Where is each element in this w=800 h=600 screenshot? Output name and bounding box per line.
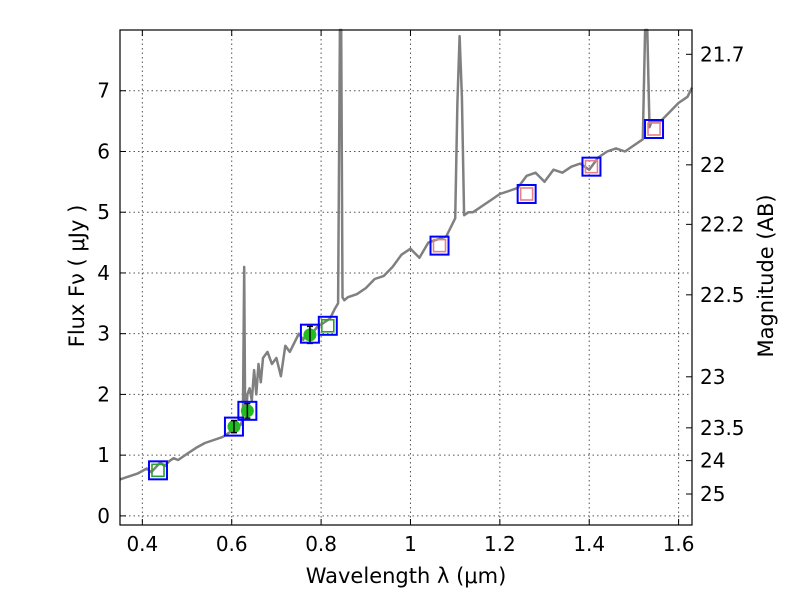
upper-limit-marker bbox=[647, 122, 661, 136]
x-axis: 0.4 0.6 0.8 1 1.2 1.4 1.6 bbox=[126, 30, 695, 556]
model-box-marker bbox=[223, 416, 244, 437]
y-tick-label: 1 bbox=[97, 443, 110, 467]
model-box-marker bbox=[429, 235, 450, 256]
spectrum-line bbox=[119, 28, 694, 481]
right-tick-label: 25 bbox=[700, 482, 725, 506]
right-tick-label: 21.7 bbox=[700, 42, 745, 66]
x-tick-label: 1.6 bbox=[663, 532, 695, 556]
y-tick-label: 3 bbox=[97, 322, 110, 346]
model-box-marker bbox=[317, 315, 338, 336]
x-tick-label: 1 bbox=[404, 532, 417, 556]
plot-frame bbox=[119, 29, 693, 526]
model-box-marker bbox=[581, 156, 602, 177]
x-tick-label: 0.4 bbox=[126, 532, 158, 556]
upper-limit-marker bbox=[584, 159, 599, 174]
y-tick-label: 0 bbox=[97, 504, 110, 528]
upper-limit-marker bbox=[320, 318, 335, 333]
x-tick-label: 0.8 bbox=[305, 532, 337, 556]
grid bbox=[120, 30, 692, 525]
x-tick-label: 0.6 bbox=[216, 532, 248, 556]
model-box-marker bbox=[516, 183, 537, 204]
right-axis-title: Magnitude (AB) bbox=[754, 194, 778, 357]
x-axis-title: Wavelength λ (μm) bbox=[306, 564, 507, 588]
points-layer bbox=[147, 119, 665, 481]
y-tick-label: 7 bbox=[97, 79, 110, 103]
right-tick-label: 22.5 bbox=[700, 283, 745, 307]
y-tick-label: 6 bbox=[97, 139, 110, 163]
right-tick-label: 24 bbox=[700, 449, 725, 473]
upper-limit-marker bbox=[519, 187, 534, 201]
model-box-marker bbox=[237, 400, 258, 421]
x-tick-label: 1.2 bbox=[484, 532, 516, 556]
y-tick-label: 4 bbox=[97, 261, 110, 285]
spectrum-layer bbox=[119, 28, 694, 481]
y-axis: 0 1 2 3 4 5 6 7 bbox=[97, 79, 126, 528]
right-tick-label: 23.5 bbox=[700, 416, 745, 440]
right-tick-label: 22.2 bbox=[700, 212, 745, 236]
y-axis-title: Flux Fν ( μJy ) bbox=[65, 205, 89, 348]
model-box-marker bbox=[147, 460, 168, 481]
right-tick-label: 23 bbox=[700, 365, 725, 389]
right-tick-label: 22 bbox=[700, 153, 725, 177]
upper-limit-marker bbox=[432, 238, 447, 253]
model-box-marker bbox=[644, 119, 665, 139]
y-tick-label: 2 bbox=[97, 382, 110, 406]
upper-limit-marker bbox=[151, 463, 165, 478]
x-tick-label: 1.4 bbox=[573, 532, 605, 556]
right-axis: 21.7 22 22.2 22.5 23 23.5 24 25 bbox=[686, 42, 745, 506]
y-tick-label: 5 bbox=[97, 200, 110, 224]
